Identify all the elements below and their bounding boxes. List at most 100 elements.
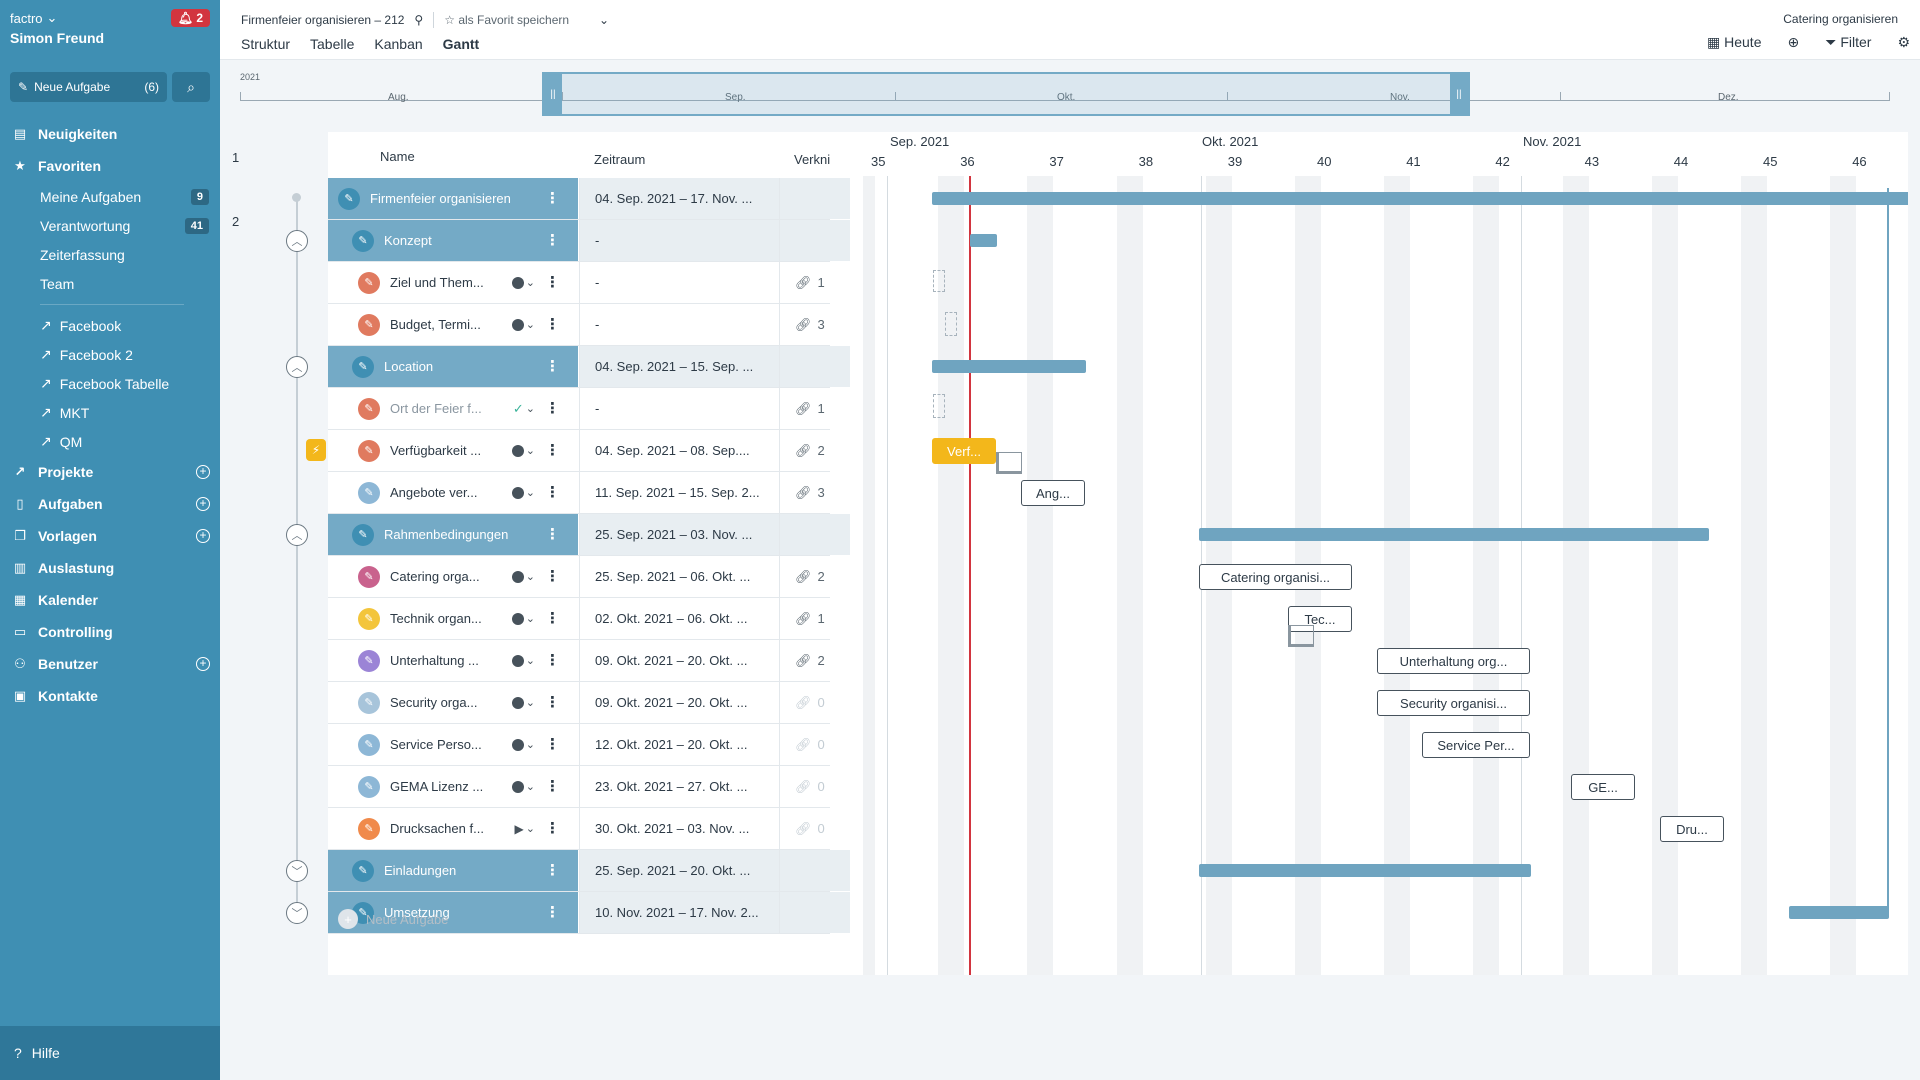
timeline-navigator[interactable]: 2021 Aug. Sep. Okt. Nov. Dez. || || xyxy=(240,66,1910,118)
edit-icon[interactable]: ✎ xyxy=(358,691,380,714)
more-icon[interactable]: ⋮ xyxy=(545,904,560,921)
more-icon[interactable]: ⋮ xyxy=(545,694,560,711)
col-header-link[interactable]: Verkni xyxy=(794,152,831,167)
link-cell[interactable] xyxy=(779,346,850,387)
tab-table[interactable]: Tabelle xyxy=(310,36,355,52)
workspace-switcher[interactable]: factro ⌄ xyxy=(10,10,210,26)
task-bar-unterhaltung[interactable]: Unterhaltung org... xyxy=(1377,648,1530,674)
more-icon[interactable]: ⋮ xyxy=(545,778,560,795)
edit-icon[interactable]: ✎ xyxy=(338,187,360,210)
summary-bar[interactable] xyxy=(932,192,1908,205)
link-cell[interactable] xyxy=(779,892,850,933)
edit-icon[interactable]: ✎ xyxy=(358,565,380,588)
summary-bar[interactable] xyxy=(1199,528,1709,541)
date-cell[interactable]: 04. Sep. 2021 – 15. Sep. ... xyxy=(579,346,779,387)
tab-kanban[interactable]: Kanban xyxy=(374,36,423,52)
link-cell[interactable]: 🔗︎ 0 xyxy=(779,724,850,765)
name-cell[interactable]: ✎ Location ⋮ xyxy=(328,346,578,387)
edit-icon[interactable]: ✎ xyxy=(358,397,380,420)
date-cell[interactable]: 04. Sep. 2021 – 17. Nov. ... xyxy=(579,178,779,219)
expand-icon[interactable]: ﹀ xyxy=(286,860,308,882)
status-dropdown[interactable]: ⌄ xyxy=(511,612,535,625)
today-button[interactable]: ▦ Heute xyxy=(1707,34,1761,51)
tab-gantt[interactable]: Gantt xyxy=(442,36,480,52)
task-row[interactable]: ✎ Unterhaltung ... ⌄ ⋮ 09. Okt. 2021 – 20. O… xyxy=(328,640,830,682)
fav-facebook[interactable]: ↗ Facebook xyxy=(0,311,220,340)
link-cell[interactable]: 🔗︎ 2 xyxy=(779,430,850,471)
link-cell[interactable]: 🔗︎ 0 xyxy=(779,766,850,807)
tab-structure[interactable]: Struktur xyxy=(241,36,291,52)
more-icon[interactable]: ⋮ xyxy=(545,442,560,459)
name-cell[interactable]: ✎ Ort der Feier f... ✓ ⌄ ⋮ xyxy=(328,388,578,429)
group-row[interactable]: ✎ Firmenfeier organisieren ⋮ 04. Sep. 2021 … xyxy=(328,178,850,220)
status-dropdown[interactable]: ⌄ xyxy=(511,570,535,583)
edit-icon[interactable]: ✎ xyxy=(352,229,374,252)
date-cell[interactable]: 09. Okt. 2021 – 20. Okt. ... xyxy=(579,682,779,723)
status-dropdown[interactable]: ⌄ xyxy=(511,486,535,499)
chevron-down-icon[interactable]: ⌄ xyxy=(599,13,610,27)
task-row[interactable]: ✎ Catering orga... ⌄ ⋮ 25. Sep. 2021 – 06. O… xyxy=(328,556,830,598)
task-bar-service[interactable]: Service Per... xyxy=(1422,732,1530,758)
task-bar-tec[interactable]: Tec... xyxy=(1288,606,1352,632)
date-cell[interactable]: 02. Okt. 2021 – 06. Okt. ... xyxy=(579,598,779,639)
edit-icon[interactable]: ✎ xyxy=(358,271,380,294)
task-bar-gema[interactable]: GE... xyxy=(1571,774,1635,800)
link-cell[interactable]: 🔗︎ 1 xyxy=(779,388,850,429)
nav-tasks[interactable]: ▯ Aufgaben + xyxy=(0,488,220,520)
edit-icon[interactable]: ✎ xyxy=(358,439,380,462)
date-cell[interactable]: - xyxy=(579,388,779,429)
task-row[interactable]: ✎ Ort der Feier f... ✓ ⌄ ⋮ - 🔗︎ 1 xyxy=(328,388,830,430)
more-icon[interactable]: ⋮ xyxy=(545,862,560,879)
name-cell[interactable]: ✎ GEMA Lizenz ... ⌄ ⋮ xyxy=(328,766,578,807)
more-icon[interactable]: ⋮ xyxy=(545,190,560,207)
edit-icon[interactable]: ✎ xyxy=(358,775,380,798)
task-row[interactable]: ✎ Budget, Termi... ⌄ ⋮ - 🔗︎ 3 xyxy=(328,304,830,346)
link-cell[interactable] xyxy=(779,178,850,219)
more-icon[interactable]: ⋮ xyxy=(545,484,560,501)
date-cell[interactable]: 09. Okt. 2021 – 20. Okt. ... xyxy=(579,640,779,681)
date-cell[interactable]: 25. Sep. 2021 – 20. Okt. ... xyxy=(579,850,779,891)
timeline-window[interactable]: || || xyxy=(542,72,1470,116)
more-icon[interactable]: ⋮ xyxy=(545,820,560,837)
nav-workload[interactable]: ▥ Auslastung xyxy=(0,552,220,584)
link-cell[interactable]: 🔗︎ 3 xyxy=(779,304,850,345)
more-icon[interactable]: ⋮ xyxy=(545,358,560,375)
status-dropdown[interactable]: ⌄ xyxy=(511,444,535,457)
new-task-row[interactable]: + Neue Aufgabe xyxy=(328,898,830,940)
new-task-button[interactable]: ✎ Neue Aufgabe (6) xyxy=(10,72,167,102)
collapse-icon[interactable]: ︿ xyxy=(286,356,308,378)
more-icon[interactable]: ⋮ xyxy=(545,736,560,753)
name-cell[interactable]: ✎ Verfügbarkeit ... ⌄ ⋮ xyxy=(328,430,578,471)
task-bar-security[interactable]: Security organisi... xyxy=(1377,690,1530,716)
date-cell[interactable]: 23. Okt. 2021 – 27. Okt. ... xyxy=(579,766,779,807)
col-header-name[interactable]: Name xyxy=(380,149,415,164)
date-cell[interactable]: 10. Nov. 2021 – 17. Nov. 2... xyxy=(579,892,779,933)
fav-facebook-table[interactable]: ↗ Facebook Tabelle xyxy=(0,369,220,398)
task-bar-catering[interactable]: Catering organisi... xyxy=(1199,564,1352,590)
task-row[interactable]: ✎ Service Perso... ⌄ ⋮ 12. Okt. 2021 – 20. O… xyxy=(328,724,830,766)
task-row[interactable]: ✎ Ziel und Them... ⌄ ⋮ - 🔗︎ 1 xyxy=(328,262,830,304)
link-cell[interactable]: 🔗︎ 0 xyxy=(779,682,850,723)
name-cell[interactable]: ✎ Konzept ⋮ xyxy=(328,220,578,261)
nav-news[interactable]: ▤ Neuigkeiten xyxy=(0,118,220,150)
task-row[interactable]: ✎ Verfügbarkeit ... ⌄ ⋮ 04. Sep. 2021 – 08. … xyxy=(328,430,830,472)
summary-bar[interactable] xyxy=(932,360,1086,373)
link-cell[interactable]: 🔗︎ 2 xyxy=(779,556,850,597)
link-cell[interactable]: 🔗︎ 0 xyxy=(779,808,850,849)
status-dropdown[interactable]: ⌄ xyxy=(511,738,535,751)
more-icon[interactable]: ⋮ xyxy=(545,610,560,627)
collapse-icon[interactable]: ︿ xyxy=(286,524,308,546)
task-row[interactable]: ✎ Security orga... ⌄ ⋮ 09. Okt. 2021 – 20. O… xyxy=(328,682,830,724)
edit-icon[interactable]: ✎ xyxy=(358,607,380,630)
warning-icon[interactable]: ⚡ xyxy=(306,439,326,461)
name-cell[interactable]: ✎ Einladungen ⋮ xyxy=(328,850,578,891)
nav-time-tracking[interactable]: Zeiterfassung xyxy=(0,240,220,269)
task-row[interactable]: ✎ Drucksachen f... ▶ ⌄ ⋮ 30. Okt. 2021 – 03. … xyxy=(328,808,830,850)
name-cell[interactable]: ✎ Budget, Termi... ⌄ ⋮ xyxy=(328,304,578,345)
edit-icon[interactable]: ✎ xyxy=(352,523,374,546)
search-button[interactable]: ⌕ xyxy=(172,72,210,102)
add-user-icon[interactable]: + xyxy=(196,657,210,671)
help-button[interactable]: ? Hilfe xyxy=(0,1026,220,1080)
col-header-date[interactable]: Zeitraum xyxy=(594,152,646,167)
name-cell[interactable]: ✎ Service Perso... ⌄ ⋮ xyxy=(328,724,578,765)
